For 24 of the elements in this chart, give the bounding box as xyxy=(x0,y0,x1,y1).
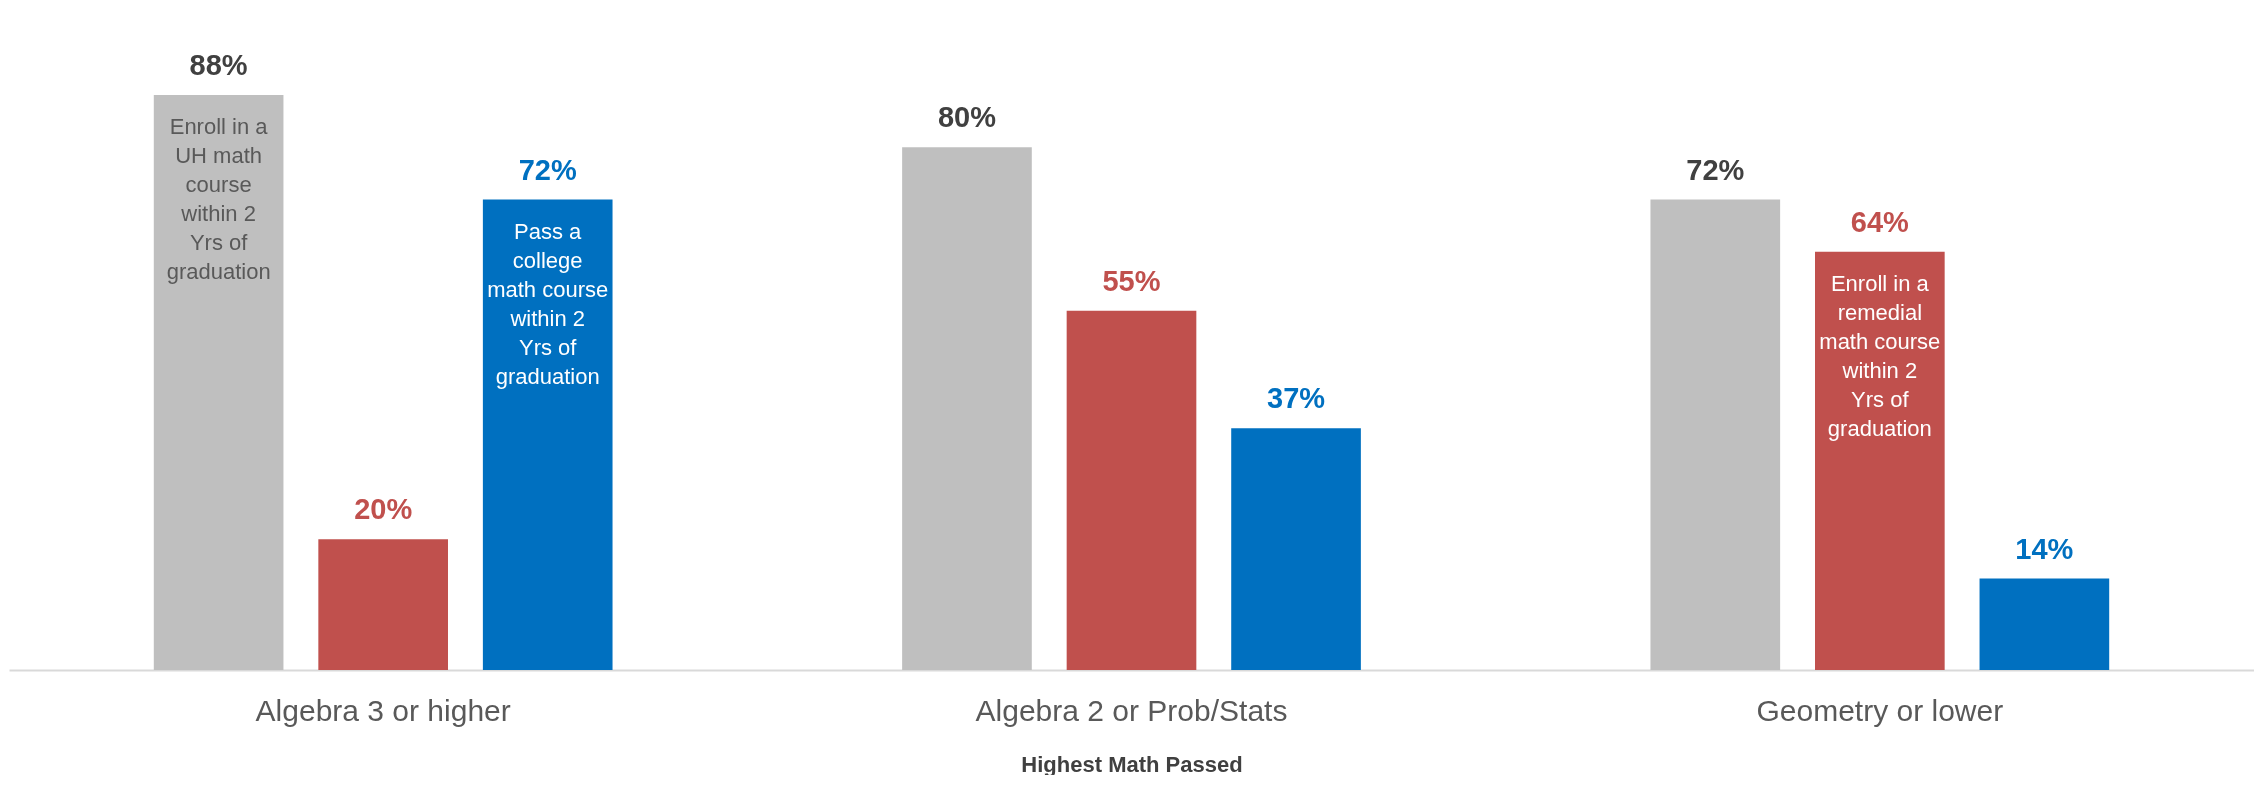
data-label: 37% xyxy=(1267,382,1326,415)
data-label: 80% xyxy=(937,101,997,134)
data-label: 88% xyxy=(189,49,248,81)
bar xyxy=(902,147,1032,670)
bar xyxy=(1979,578,2110,670)
x-tick-label: Geometry or lower xyxy=(1756,693,2004,727)
bar xyxy=(318,539,448,670)
bar xyxy=(1066,310,1197,670)
series-label: Enroll in a UH math course within 2 Yrs of graduation xyxy=(166,114,271,284)
series-label: Enroll in a remedial math course within 2 Yrs of graduation xyxy=(1819,270,1941,441)
data-label: 72% xyxy=(518,153,577,186)
x-tick-label: Algebra 2 or Prob/Stats xyxy=(975,693,1288,727)
bar xyxy=(1650,199,1781,670)
data-label: 14% xyxy=(2015,532,2074,565)
x-tick-label: Algebra 3 or higher xyxy=(255,693,511,727)
bar xyxy=(153,95,284,670)
data-label: 55% xyxy=(1102,264,1161,297)
series-label: Pass a college math course within 2 Yrs of graduation xyxy=(487,218,609,389)
bar xyxy=(1231,428,1361,670)
data-label: 72% xyxy=(1686,153,1745,186)
bar xyxy=(1815,251,1945,670)
data-label: 64% xyxy=(1850,205,1910,238)
bar xyxy=(482,199,613,670)
data-label: 20% xyxy=(354,493,413,526)
